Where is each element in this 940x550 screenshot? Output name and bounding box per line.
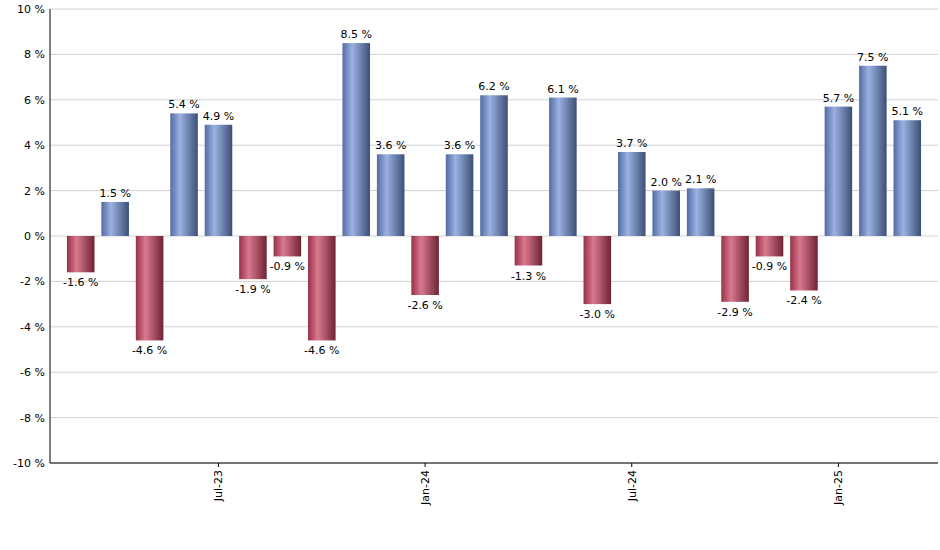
data-label: 2.0 % [650, 176, 681, 189]
y-axis [50, 9, 51, 463]
x-tick-label: Jan-25 [832, 470, 845, 506]
bar [515, 236, 543, 266]
data-label: -0.9 % [270, 260, 305, 273]
data-label: 2.1 % [685, 173, 716, 186]
y-tick-label: -2 % [20, 275, 45, 288]
x-axis [50, 463, 938, 464]
y-tick-label: 10 % [17, 3, 45, 16]
y-tick-label: -10 % [13, 457, 45, 470]
y-tick-label: -6 % [20, 366, 45, 379]
data-label: -2.9 % [717, 306, 752, 319]
bar [549, 98, 577, 236]
bar [687, 188, 715, 236]
data-label: 3.7 % [616, 137, 647, 150]
bar [67, 236, 95, 272]
data-label: 1.5 % [99, 187, 130, 200]
bar [480, 95, 508, 236]
bar [170, 113, 198, 236]
bar [756, 236, 784, 256]
y-tick-label: -8 % [20, 412, 45, 425]
grid-line [50, 372, 938, 373]
bar [446, 154, 474, 236]
data-label: 4.9 % [203, 110, 234, 123]
bar [859, 66, 887, 236]
bar [342, 43, 370, 236]
bar [790, 236, 818, 290]
y-tick-label: 0 % [24, 230, 45, 243]
bar [205, 125, 233, 236]
bar [101, 202, 129, 236]
y-tick-label: 4 % [24, 139, 45, 152]
bar [584, 236, 612, 304]
data-label: -1.3 % [511, 270, 546, 283]
grid-line [50, 417, 938, 418]
x-tick-label: Jan-24 [419, 470, 432, 506]
data-label: -2.4 % [786, 294, 821, 307]
bar [894, 120, 922, 236]
data-label: -2.6 % [407, 299, 442, 312]
data-label: 8.5 % [341, 28, 372, 41]
bar [411, 236, 439, 295]
data-label: -4.6 % [132, 344, 167, 357]
data-label: 6.1 % [547, 83, 578, 96]
bar [377, 154, 405, 236]
data-label: -4.6 % [304, 344, 339, 357]
y-tick-label: 8 % [24, 48, 45, 61]
grid-line [50, 9, 938, 10]
x-tick [631, 463, 632, 467]
data-label: -3.0 % [580, 308, 615, 321]
y-tick-label: -4 % [20, 321, 45, 334]
data-label: 3.6 % [375, 139, 406, 152]
x-tick-label: Jul-23 [212, 470, 225, 502]
y-tick-label: 2 % [24, 185, 45, 198]
data-label: 5.4 % [168, 98, 199, 111]
data-label: 6.2 % [478, 80, 509, 93]
x-tick-label: Jul-24 [626, 470, 639, 502]
bar [239, 236, 267, 279]
bar [618, 152, 646, 236]
bar [274, 236, 302, 256]
bar [136, 236, 164, 340]
data-label: -0.9 % [752, 260, 787, 273]
y-tick-label: 6 % [24, 94, 45, 107]
x-tick [838, 463, 839, 467]
data-label: 5.1 % [892, 105, 923, 118]
data-label: -1.9 % [235, 283, 270, 296]
x-tick [218, 463, 219, 467]
data-label: 3.6 % [444, 139, 475, 152]
grid-line [50, 54, 938, 55]
bar [721, 236, 749, 302]
bar [652, 191, 680, 236]
chart: -10 % -8 % -6 % -4 % -2 % 0 % 2 % 4 % 6 % 8 % 10 %… [0, 0, 940, 550]
bar [308, 236, 336, 340]
grid-line [50, 463, 938, 464]
data-label: 5.7 % [823, 92, 854, 105]
grid-line [50, 326, 938, 327]
bar [825, 107, 853, 236]
x-tick [425, 463, 426, 467]
data-label: -1.6 % [63, 276, 98, 289]
data-label: 7.5 % [857, 51, 888, 64]
